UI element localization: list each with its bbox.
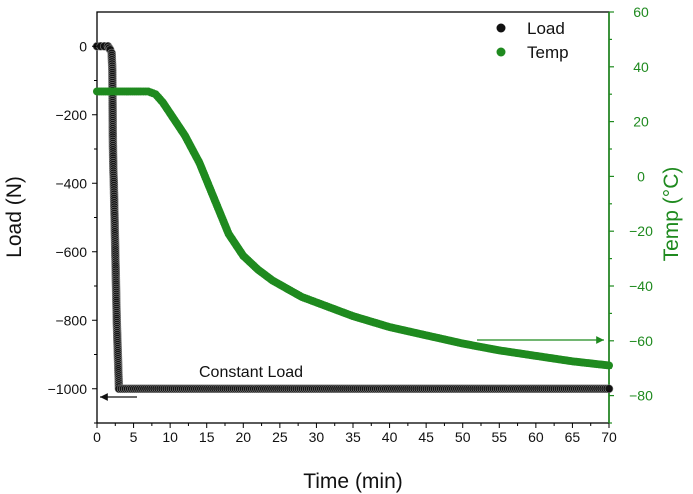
y-right-tick-label: 40 [633, 59, 649, 75]
y-left-tick-label: 0 [79, 38, 87, 54]
x-tick-label: 25 [272, 429, 288, 445]
x-tick-label: 70 [601, 429, 617, 445]
x-tick-label: 35 [345, 429, 361, 445]
x-tick-label: 15 [199, 429, 215, 445]
legend-label-load: Load [527, 19, 565, 38]
x-tick-label: 65 [565, 429, 581, 445]
y-right-tick-label: −40 [629, 278, 653, 294]
series-load [92, 41, 614, 394]
y-axis-title-left: Load (N) [3, 176, 26, 258]
y-axis-title-right: Temp (°C) [660, 167, 683, 262]
annotation-constant-load: Constant Load [199, 364, 303, 381]
ticks-layer: 0 5 10 15 20 25 30 35 40 45 50 55 60 65 700−200−400−60… [48, 4, 653, 445]
y-left-tick-label: −600 [55, 244, 87, 260]
y-left-tick-label: −400 [55, 175, 87, 191]
x-tick-label: 50 [455, 429, 471, 445]
plot-frame [96, 11, 610, 424]
y-right-tick-label: 0 [637, 168, 645, 184]
x-axis-title: Time (min) [303, 470, 403, 493]
y-right-tick-label: 60 [633, 4, 649, 20]
x-tick-label: 45 [418, 429, 434, 445]
x-tick-label: 55 [491, 429, 507, 445]
x-tick-label: 60 [528, 429, 544, 445]
x-tick-label: 5 [130, 429, 138, 445]
series-layer [92, 41, 614, 394]
data-point [604, 384, 614, 394]
x-tick-label: 30 [309, 429, 325, 445]
y-left-tick-label: −200 [55, 107, 87, 123]
x-tick-label: 10 [162, 429, 178, 445]
x-tick-label: 0 [93, 429, 101, 445]
y-right-tick-label: −60 [629, 333, 653, 349]
y-left-tick-label: −800 [55, 312, 87, 328]
y-right-tick-label: −80 [629, 388, 653, 404]
series-temp [93, 87, 613, 370]
legend: Load Temp [496, 19, 569, 62]
data-point [605, 361, 613, 370]
y-right-tick-label: −20 [629, 223, 653, 239]
x-tick-label: 40 [382, 429, 398, 445]
legend-marker-temp [496, 47, 506, 57]
y-left-tick-label: −1000 [48, 381, 88, 397]
legend-marker-load [496, 23, 506, 33]
y-right-tick-label: 20 [633, 114, 649, 130]
x-tick-label: 20 [235, 429, 251, 445]
legend-label-temp: Temp [527, 43, 569, 62]
